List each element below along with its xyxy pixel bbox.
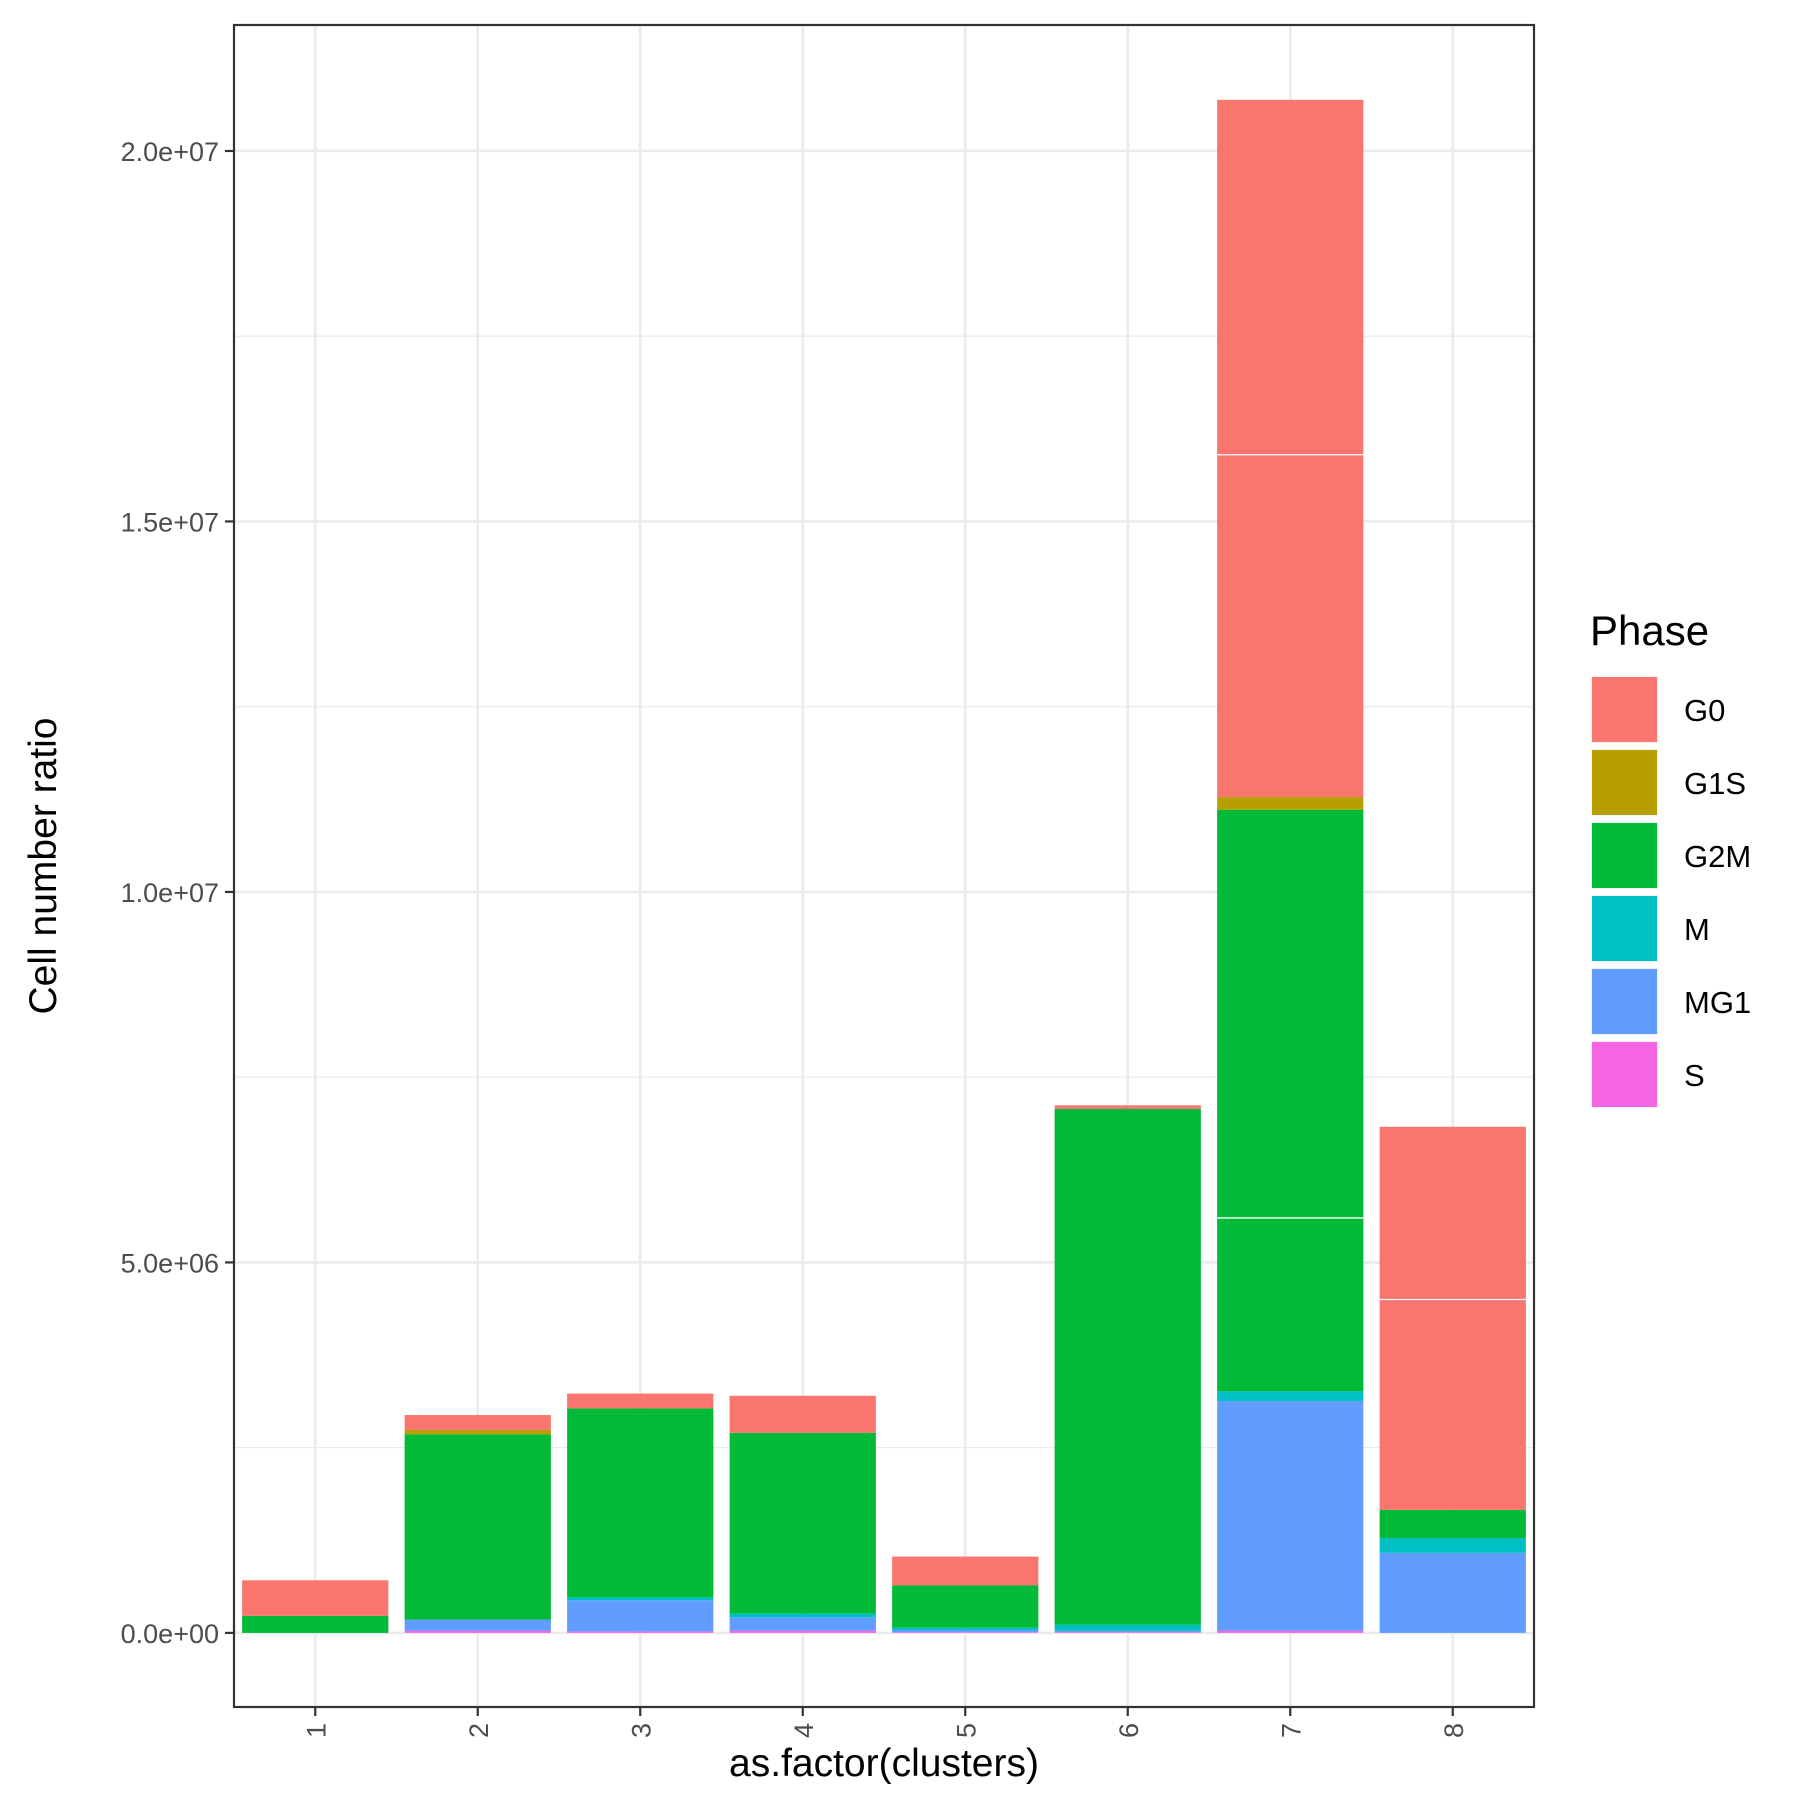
bar-segment-g1s-cluster-2: [404, 1429, 551, 1435]
bar-segment-mg1-cluster-5: [892, 1629, 1039, 1633]
legend-label-g0: G0: [1684, 693, 1725, 728]
bar-segment-g0-cluster-6: [1054, 1105, 1201, 1110]
panel-border: [232, 23, 1536, 1709]
legend-label-m: M: [1684, 912, 1710, 947]
y-tick-label: 1.5e+07: [121, 507, 219, 537]
bar-segment-m-cluster-6: [1054, 1624, 1201, 1631]
bar-segment-s-cluster-3: [567, 1631, 714, 1633]
bar-segment-g2m-cluster-3: [567, 1408, 714, 1598]
bar-segment-m-cluster-4: [729, 1613, 876, 1618]
bar-segment-g0-cluster-2: [404, 1415, 551, 1430]
bar-segment-mg1-cluster-7: [1217, 1400, 1364, 1631]
bar-segment-s-cluster-4: [729, 1630, 876, 1633]
legend-swatch-g1s: [1592, 750, 1657, 815]
x-axis-title: as.factor(clusters): [729, 1742, 1039, 1785]
x-tick-label: 3: [626, 1723, 656, 1738]
bar-segment-s-cluster-5: [892, 1632, 1039, 1633]
bar-segment-g2m-cluster-5: [892, 1585, 1039, 1628]
legend-label-mg1: MG1: [1684, 985, 1751, 1020]
x-tick-label: 2: [464, 1723, 494, 1738]
x-tick-label: 8: [1439, 1723, 1469, 1738]
bar-segment-g2m-cluster-2: [404, 1434, 551, 1620]
bar-segment-s-cluster-6: [1054, 1632, 1201, 1633]
bar-segment-mg1-cluster-3: [567, 1600, 714, 1632]
bar-segment-g2m-cluster-7: [1217, 809, 1364, 1392]
bar-segment-g2m-cluster-1: [242, 1615, 389, 1633]
bar-segment-g2m-cluster-8: [1379, 1509, 1526, 1539]
y-tick-label: 0.0e+00: [121, 1619, 219, 1649]
bar-segment-m-cluster-7: [1217, 1391, 1364, 1401]
legend-label-s: S: [1684, 1058, 1705, 1093]
y-axis: 0.0e+00 5.0e+06 1.0e+07 1.5e+07 2.0e+07: [121, 137, 234, 1649]
y-tick-label: 1.0e+07: [121, 878, 219, 908]
bar-segment-m-cluster-8: [1379, 1538, 1526, 1553]
y-tick-label: 5.0e+06: [121, 1248, 219, 1278]
bar-segment-mg1-cluster-4: [729, 1617, 876, 1631]
bar-segment-g0-cluster-8: [1379, 1126, 1526, 1510]
x-tick-label: 1: [301, 1723, 331, 1738]
legend: Phase G0 G1S G2M M MG1 S: [1590, 607, 1751, 1108]
legend-label-g2m: G2M: [1684, 839, 1751, 874]
bar-segment-mg1-cluster-8: [1379, 1552, 1526, 1633]
bar-segment-mg1-cluster-2: [404, 1619, 551, 1631]
x-axis: 1 2 3 4 5 6 7 8: [301, 1707, 1469, 1738]
bars: [242, 99, 1526, 1633]
x-tick-label: 6: [1114, 1723, 1144, 1738]
legend-swatch-s: [1592, 1042, 1657, 1107]
x-tick-label: 5: [951, 1723, 981, 1738]
legend-swatch-g2m: [1592, 823, 1657, 888]
bar-segment-m-cluster-3: [567, 1597, 714, 1601]
y-axis-title: Cell number ratio: [22, 718, 65, 1015]
bar-segment-g1s-cluster-7: [1217, 797, 1364, 810]
bar-segment-m-cluster-5: [892, 1627, 1039, 1630]
legend-swatch-mg1: [1592, 969, 1657, 1034]
bar-segment-s-cluster-2: [404, 1630, 551, 1633]
legend-swatch-g0: [1592, 677, 1657, 742]
x-tick-label: 7: [1276, 1723, 1306, 1738]
bar-segment-mg1-cluster-6: [1054, 1630, 1201, 1633]
bar-segment-g0-cluster-1: [242, 1580, 389, 1616]
x-tick-label: 4: [789, 1723, 819, 1738]
bar-segment-g2m-cluster-4: [729, 1432, 876, 1614]
bar-segment-s-cluster-7: [1217, 1630, 1364, 1633]
bar-segment-g0-cluster-5: [892, 1556, 1039, 1586]
legend-swatch-m: [1592, 896, 1657, 961]
bar-segment-g0-cluster-7: [1217, 99, 1364, 798]
bar-segment-g2m-cluster-6: [1054, 1109, 1201, 1625]
y-tick-label: 2.0e+07: [121, 137, 219, 167]
legend-label-g1s: G1S: [1684, 766, 1746, 801]
bar-segment-g0-cluster-3: [567, 1393, 714, 1409]
legend-title: Phase: [1590, 607, 1709, 654]
bar-segment-g0-cluster-4: [729, 1395, 876, 1433]
